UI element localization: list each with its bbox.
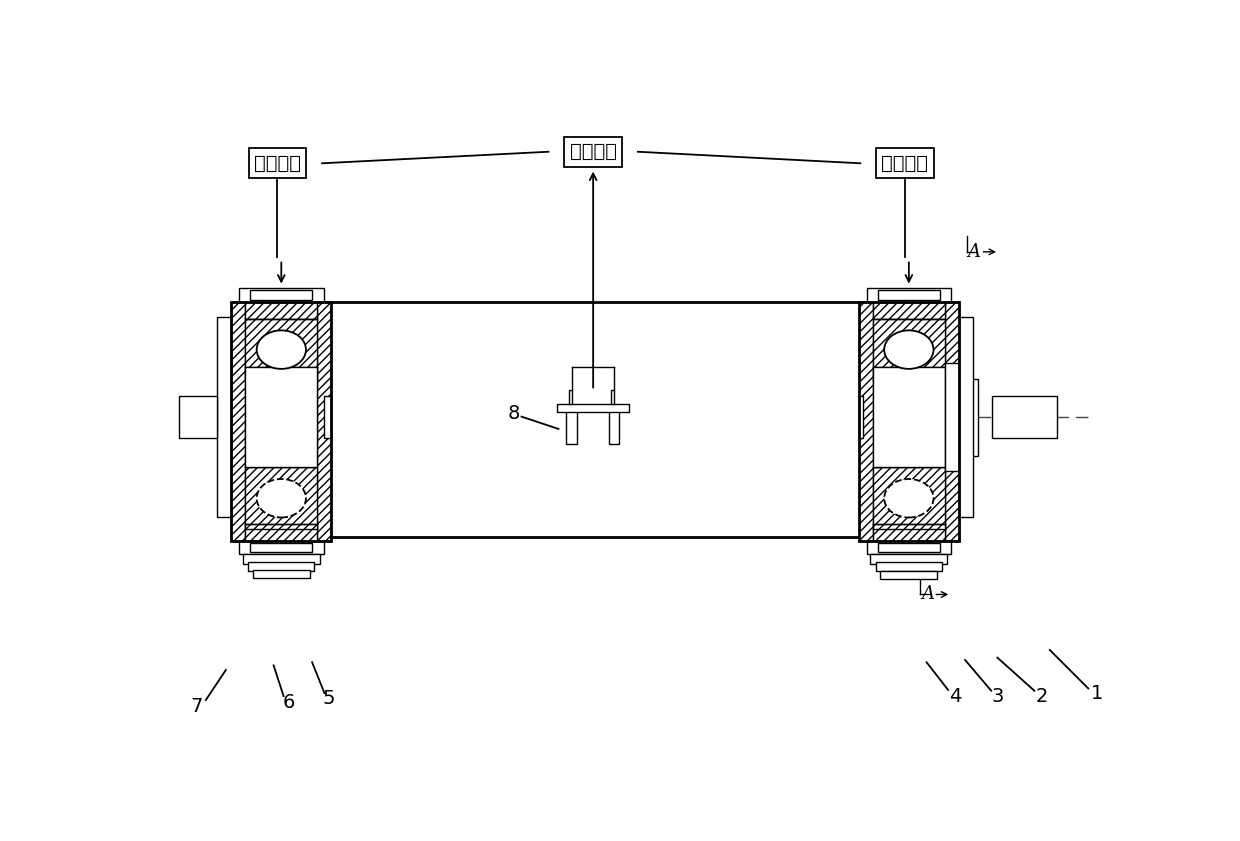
- Bar: [250, 543, 312, 553]
- Bar: [992, 396, 1058, 438]
- Ellipse shape: [884, 331, 934, 369]
- Ellipse shape: [257, 331, 306, 369]
- Bar: [179, 396, 217, 438]
- Bar: [867, 288, 951, 302]
- Bar: [317, 302, 331, 541]
- Bar: [217, 317, 231, 517]
- Text: 驱动电路: 驱动电路: [254, 154, 301, 172]
- Bar: [959, 317, 972, 517]
- Bar: [965, 379, 978, 456]
- Text: 8: 8: [507, 404, 520, 423]
- Bar: [873, 524, 945, 541]
- Text: 2: 2: [1035, 686, 1048, 706]
- Bar: [878, 290, 940, 299]
- Text: 7: 7: [191, 696, 203, 716]
- Bar: [246, 368, 317, 468]
- Bar: [859, 396, 863, 438]
- Bar: [250, 290, 312, 299]
- Bar: [246, 302, 317, 319]
- Bar: [557, 405, 629, 412]
- Text: A: A: [967, 243, 981, 261]
- Bar: [231, 302, 331, 541]
- Bar: [870, 554, 947, 563]
- Bar: [248, 562, 315, 571]
- Bar: [246, 319, 317, 380]
- Text: A: A: [921, 585, 935, 604]
- Bar: [246, 468, 317, 529]
- Bar: [239, 288, 324, 302]
- Bar: [875, 562, 942, 571]
- Bar: [859, 302, 959, 541]
- Bar: [231, 302, 246, 541]
- Bar: [239, 541, 324, 554]
- Bar: [859, 302, 873, 541]
- Bar: [567, 407, 577, 444]
- Bar: [324, 396, 331, 438]
- Bar: [873, 319, 945, 380]
- Bar: [945, 363, 965, 471]
- Bar: [324, 302, 863, 537]
- Ellipse shape: [257, 479, 306, 517]
- Bar: [246, 524, 317, 541]
- Bar: [945, 302, 959, 541]
- Bar: [880, 571, 937, 579]
- Text: 驱动电路: 驱动电路: [882, 154, 929, 172]
- Bar: [253, 570, 310, 578]
- Bar: [611, 390, 614, 405]
- Bar: [878, 543, 940, 553]
- Text: 6: 6: [283, 693, 295, 711]
- Text: 4: 4: [949, 686, 961, 706]
- Bar: [568, 390, 572, 405]
- Bar: [873, 468, 945, 529]
- Bar: [609, 407, 619, 444]
- Bar: [873, 368, 945, 468]
- Bar: [243, 554, 320, 563]
- Bar: [867, 541, 951, 554]
- Text: 3: 3: [991, 686, 1003, 706]
- Ellipse shape: [884, 479, 934, 517]
- Text: 5: 5: [322, 689, 335, 708]
- Text: 控制电路: 控制电路: [569, 142, 616, 161]
- Text: 1: 1: [1091, 684, 1104, 702]
- Bar: [873, 302, 945, 319]
